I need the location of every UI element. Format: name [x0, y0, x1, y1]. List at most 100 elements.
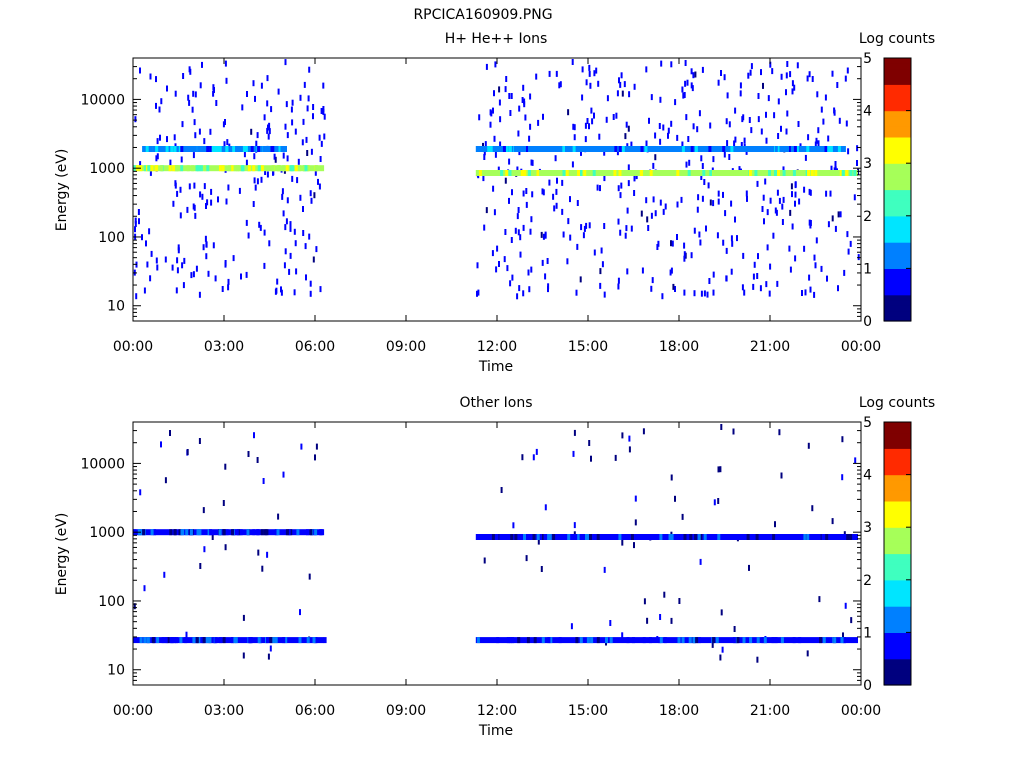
p2-band-2-texture: [169, 637, 173, 644]
p2-noise-pixel: [628, 446, 631, 453]
p1-noise-pixel: [692, 72, 695, 79]
p1-noise-pixel: [635, 173, 638, 180]
p1-band-2-texture: [829, 146, 833, 152]
p1-noise-pixel: [624, 232, 627, 239]
p1-colorbar-segment: [884, 79, 911, 85]
p2-band-2-texture: [590, 637, 594, 644]
panel-2-colorbar-label: Log counts: [859, 395, 935, 411]
p1-noise-pixel: [489, 121, 492, 128]
p2-band-0-texture: [222, 529, 226, 536]
p1-noise-pixel: [155, 102, 157, 109]
p1-band-2-texture: [796, 146, 800, 152]
p2-colorbar-segment: [884, 511, 911, 518]
p1-noise-pixel: [528, 286, 531, 293]
p1-noise-pixel: [780, 73, 783, 80]
p1-noise-pixel: [662, 124, 665, 131]
p1-noise-pixel: [243, 151, 246, 158]
p2-band-2-texture: [692, 637, 696, 644]
p2-noise-pixel: [590, 455, 592, 462]
p1-noise-pixel: [175, 287, 178, 294]
p1-noise-pixel: [820, 106, 823, 113]
p1-noise-pixel: [519, 251, 522, 258]
p1-band-2-texture: [173, 146, 177, 152]
p1-band-2-texture: [523, 146, 526, 152]
p1-noise-pixel: [166, 85, 168, 92]
p2-band-1-texture: [699, 534, 703, 540]
p2-noise-pixel: [646, 617, 649, 624]
p1-noise-pixel: [194, 212, 197, 219]
p1-noise-pixel: [700, 174, 703, 180]
p1-band-1-texture: [835, 170, 839, 176]
panel-2-x-axis-label: Time: [478, 723, 513, 739]
p1-noise-pixel: [670, 120, 673, 127]
p1-noise-pixel: [138, 218, 140, 225]
p1-band-2-texture: [657, 146, 661, 152]
p2-noise-pixel: [717, 498, 720, 504]
p2-band-1-texture: [577, 534, 581, 540]
p1-colorbar-segment: [884, 126, 911, 133]
p1-colorbar-segment: [884, 305, 911, 312]
p2-band-1-texture: [750, 534, 754, 540]
p2-noise-pixel: [282, 471, 285, 478]
p1-band-0-texture: [302, 165, 306, 172]
p2-noise-pixel: [778, 429, 781, 436]
p2-colorbar-segment: [884, 569, 911, 576]
p2-noise-pixel: [266, 551, 269, 558]
p1-noise-pixel: [846, 231, 849, 238]
p1-band-0-texture: [147, 165, 151, 172]
p2-noise-pixel: [535, 448, 538, 455]
p2-band-2-texture: [231, 637, 234, 644]
p1-noise-pixel: [552, 193, 555, 200]
p1-band-2-texture: [832, 146, 836, 152]
p1-noise-pixel: [585, 222, 588, 229]
p1-noise-pixel: [272, 169, 275, 176]
p1-noise-pixel: [198, 128, 201, 135]
p1-noise-pixel: [618, 77, 620, 84]
p1-band-2-texture: [722, 146, 726, 152]
p1-noise-pixel: [584, 136, 587, 143]
p2-noise-pixel: [642, 428, 645, 435]
p1-noise-pixel: [633, 83, 636, 90]
p2-colorbar-segment: [884, 616, 911, 623]
p1-noise-pixel: [224, 60, 227, 67]
p2-noise-pixel: [678, 598, 681, 604]
p1-band-0-texture: [285, 165, 289, 172]
p1-colorbar-segment: [884, 294, 911, 301]
p1-band-2: [475, 146, 846, 152]
p1-colorbar-tick-label: 0: [863, 314, 872, 330]
p1-noise-pixel: [616, 90, 619, 97]
p1-noise-pixel: [567, 109, 570, 116]
p1-noise-pixel: [206, 199, 209, 206]
panel-1-x-ticks: 00:00 03:00 06:00 09:00 12:00 15:00 18:00 21:00…: [113, 58, 881, 355]
p1-noise-pixel: [847, 148, 850, 155]
p2-noise-pixel: [186, 449, 189, 455]
p1-band-2-texture: [197, 146, 201, 152]
p1-band-1-texture: [768, 170, 771, 176]
p1-noise-pixel: [782, 166, 785, 173]
p2-colorbar-segment: [884, 532, 911, 539]
p2-colorbar-segment: [884, 443, 911, 449]
p2-band-2-texture: [792, 637, 796, 644]
p1-band-2-texture: [217, 146, 221, 152]
p2-colorbar-tick-label: 2: [863, 573, 872, 589]
p1-band-1-texture: [792, 170, 796, 176]
p1-noise-pixel: [546, 258, 549, 264]
p1-noise-pixel: [562, 231, 565, 238]
p1-noise-pixel: [517, 229, 520, 236]
p2-band-1-texture: [652, 534, 656, 540]
p2-noise-pixel: [807, 442, 810, 449]
p1-noise-pixel: [772, 232, 775, 239]
p2-band-0-texture: [225, 529, 229, 536]
p1-noise-pixel: [785, 128, 788, 135]
p2-band-2-texture: [517, 637, 521, 644]
p2-colorbar-segment: [884, 642, 911, 649]
p1-noise-pixel: [312, 113, 314, 120]
p2-band-1-texture: [548, 534, 552, 540]
p1-noise-pixel: [811, 76, 814, 82]
p1-band-2-texture: [489, 146, 493, 152]
figure-title: RPCICA160909.PNG: [413, 7, 552, 23]
p1-band-0-texture: [260, 165, 264, 172]
p1-noise-pixel: [750, 127, 753, 134]
p1-noise-pixel: [285, 218, 288, 225]
p2-band-2-texture: [323, 637, 327, 644]
